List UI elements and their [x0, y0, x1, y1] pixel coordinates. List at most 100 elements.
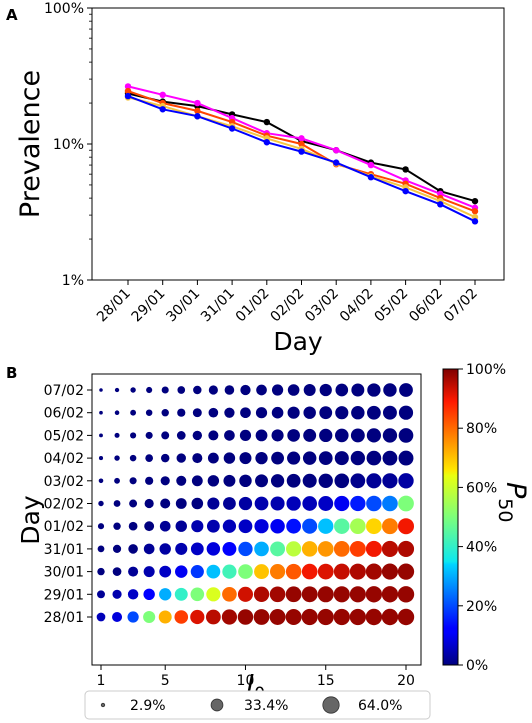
y-tick-label: 10% — [53, 137, 84, 153]
size-legend-label: 64.0% — [358, 698, 402, 714]
bubble — [193, 385, 202, 395]
bubble — [333, 608, 350, 626]
bubble — [269, 564, 286, 580]
y-tick-label: 06/02 — [44, 406, 84, 422]
bubble — [175, 542, 188, 555]
bubble — [253, 586, 270, 602]
bubble — [128, 521, 138, 531]
y-tick-label: 07/02 — [44, 383, 84, 399]
bubble — [191, 520, 204, 533]
bubble — [254, 564, 269, 580]
bubble — [127, 611, 139, 623]
series-point — [402, 187, 409, 195]
bubble — [207, 497, 220, 510]
bubble — [96, 612, 106, 622]
series-point — [124, 92, 132, 100]
y-tick-label: 28/01 — [44, 610, 84, 626]
bubble — [302, 518, 318, 534]
y-tick-label: 03/02 — [44, 474, 84, 490]
bubble — [207, 475, 220, 487]
bubble — [98, 456, 104, 461]
bubble — [175, 565, 188, 578]
bubble — [145, 454, 153, 462]
bubble — [114, 477, 120, 484]
bubble — [367, 405, 381, 420]
y-tick-label: 05/02 — [44, 428, 84, 444]
panel-b-label: B — [6, 364, 17, 382]
bubble — [239, 474, 252, 488]
series-point — [228, 125, 236, 132]
series-point — [298, 135, 305, 142]
size-legend — [84, 690, 431, 720]
bubble — [301, 608, 318, 626]
colorbar-tick-label: 20% — [466, 599, 497, 615]
bubble — [398, 405, 414, 420]
y-tick-label: 01/02 — [44, 519, 84, 535]
bubble — [287, 384, 300, 396]
series-point — [124, 83, 132, 90]
bubble — [285, 563, 302, 580]
bubble — [398, 428, 414, 443]
bubble — [335, 383, 349, 397]
bubble — [191, 497, 204, 510]
bubble — [333, 563, 350, 580]
bubble — [144, 498, 154, 509]
bubble — [319, 383, 332, 397]
x-tick-label: 05/02 — [372, 286, 412, 326]
bubble — [98, 478, 104, 484]
colorbar-label-main: P — [500, 482, 531, 499]
colorbar — [442, 368, 459, 666]
bubble — [129, 477, 137, 485]
bubble — [129, 499, 138, 508]
series-point — [124, 87, 132, 95]
bubble — [161, 386, 169, 394]
x-tick-label: 28/01 — [94, 286, 134, 326]
bubble — [349, 563, 366, 580]
y-tick-label: 02/02 — [44, 497, 84, 513]
x-tick-label: 1 — [97, 673, 106, 689]
bubble — [303, 384, 316, 396]
bubble — [143, 588, 155, 601]
bubble — [303, 428, 317, 442]
bubble — [302, 473, 317, 488]
bubble — [224, 407, 235, 418]
bubble — [382, 450, 398, 466]
bubble — [351, 405, 365, 420]
y-tick-label: 04/02 — [44, 451, 84, 467]
bubble — [317, 541, 334, 557]
x-tick-label: 30/01 — [163, 286, 203, 326]
bubble — [367, 383, 381, 397]
bubble — [366, 495, 382, 512]
bubble — [350, 518, 366, 535]
bubble — [208, 430, 219, 441]
bubble — [240, 407, 251, 419]
bubble — [222, 519, 237, 533]
series-point — [263, 118, 270, 126]
y-tick-label: 31/01 — [44, 542, 84, 558]
bubble — [286, 541, 302, 557]
panel-a-x-axis-label: Day — [273, 327, 323, 356]
bubble — [239, 429, 252, 442]
bubble — [159, 520, 171, 532]
bubble — [159, 588, 172, 601]
bubble — [223, 452, 236, 464]
bubble — [129, 454, 137, 462]
bubble — [190, 587, 205, 602]
y-tick-label: 100% — [44, 1, 84, 17]
bubble — [334, 473, 350, 489]
bubble — [318, 451, 333, 465]
bubble — [192, 453, 203, 464]
bubble — [97, 567, 105, 576]
bubble — [271, 451, 284, 465]
panel-a-line-chart: 1% 10% 100% 28/0129/0130/0131/0101/0202/02… — [15, 1, 505, 356]
bubble — [349, 608, 366, 626]
bubble — [238, 519, 253, 534]
bubble — [397, 608, 415, 626]
panel-a-series — [124, 83, 479, 225]
panel-b-x-ticks: 1 5 10 15 20 — [97, 665, 415, 689]
size-legend-items: 2.9% 33.4% 64.0% — [100, 696, 402, 714]
bubble — [366, 473, 382, 489]
bubble — [285, 608, 302, 626]
x-tick-label: 07/02 — [441, 286, 481, 326]
bubble — [174, 587, 188, 601]
